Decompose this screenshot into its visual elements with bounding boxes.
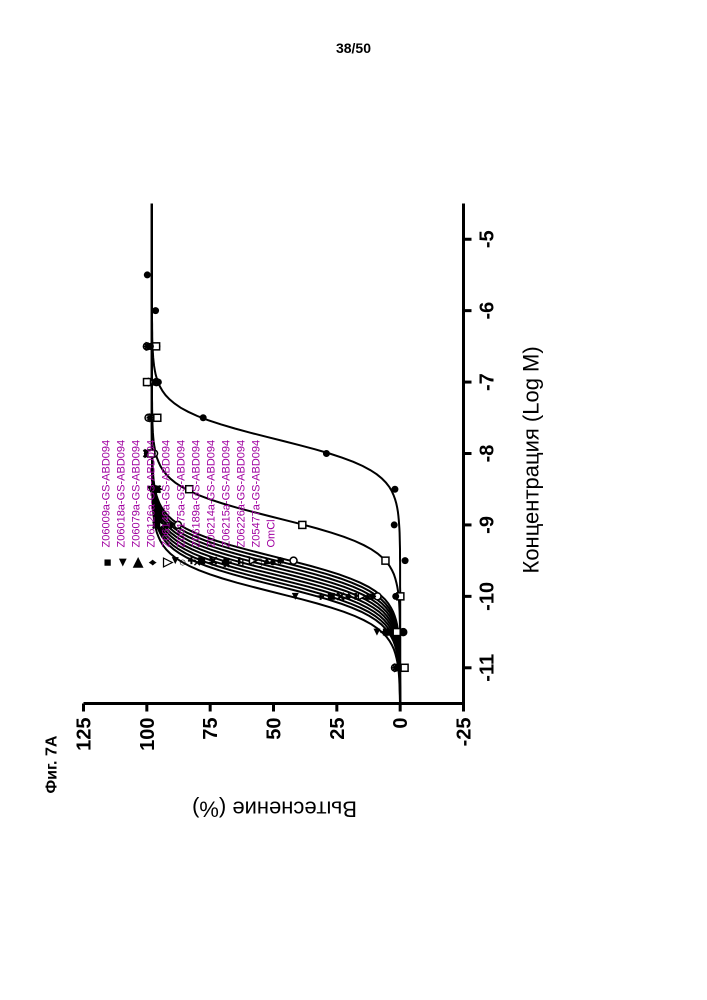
legend-label: Z06018a-GS-ABD094 — [115, 440, 130, 548]
legend-item: ✱ Z06215a-GS-ABD094 — [220, 440, 235, 572]
figure-label: Фиг. 7A — [44, 736, 62, 794]
legend-marker-icon: + — [205, 554, 220, 572]
svg-text:125: 125 — [74, 718, 96, 751]
legend-label: Z06126a-GS-ABD094 — [145, 440, 160, 548]
legend-item: ▽ Z06140a-GS-ABD094 — [160, 440, 175, 572]
legend-marker-icon: ○ — [175, 554, 190, 572]
svg-text:0: 0 — [390, 718, 412, 729]
legend-marker-icon: ✱ — [220, 554, 235, 572]
svg-text:-6: -6 — [477, 302, 499, 320]
legend-label: OmCl — [265, 519, 280, 547]
chart-container: Фиг. 7A -25 0 25 50 75 100 125 -11 -10 -9 -8 -7 -6 -5… — [44, 137, 664, 844]
svg-text:50: 50 — [264, 718, 286, 740]
svg-text:-9: -9 — [477, 516, 499, 534]
legend-item: ○ Z06175a-GS-ABD094 — [175, 440, 190, 572]
legend-item: ◄ Z06018a-GS-ABD094 — [115, 440, 130, 572]
legend-item: ♦ Z06126a-GS-ABD094 — [145, 440, 160, 572]
legend-marker-icon: × — [190, 554, 205, 572]
legend-label: Z06214a-GS-ABD094 — [205, 440, 220, 548]
svg-text:25: 25 — [327, 718, 349, 740]
legend-marker-icon: ◄ — [115, 554, 130, 572]
legend-marker-icon: ▶ — [130, 554, 145, 572]
legend-label: Z05477a-GS-ABD094 — [250, 440, 265, 548]
legend-item: ■ Z06009a-GS-ABD094 — [100, 440, 115, 572]
page-number: 38/50 — [0, 40, 707, 56]
legend-marker-icon: ● — [265, 554, 280, 572]
legend-marker-icon: – — [235, 554, 250, 572]
legend-marker-icon: ♦ — [145, 554, 160, 572]
svg-text:-25: -25 — [454, 718, 476, 747]
legend-label: Z06009a-GS-ABD094 — [100, 440, 115, 548]
svg-text:-7: -7 — [477, 373, 499, 391]
y-axis-label: Вытеснение (%) — [185, 796, 365, 822]
legend-item: □ Z05477a-GS-ABD094 — [250, 440, 265, 572]
svg-text:-5: -5 — [477, 230, 499, 248]
svg-text:100: 100 — [137, 718, 159, 751]
svg-text:-8: -8 — [477, 445, 499, 463]
legend-label: Z06189a-GS-ABD094 — [190, 440, 205, 548]
legend-label: Z06226a-GS-ABD094 — [235, 440, 250, 548]
svg-text:-10: -10 — [477, 582, 499, 611]
legend-label: Z06140a-GS-ABD094 — [160, 440, 175, 548]
legend-item: + Z06214a-GS-ABD094 — [205, 440, 220, 572]
legend-item: – Z06226a-GS-ABD094 — [235, 440, 250, 572]
legend-label: Z06175a-GS-ABD094 — [175, 440, 190, 548]
svg-text:75: 75 — [200, 718, 222, 740]
legend-marker-icon: □ — [250, 554, 265, 572]
x-axis-label: Концентрация (Log M) — [519, 346, 545, 573]
legend: ■Z06009a-GS-ABD094◄Z06018a-GS-ABD094▶Z06… — [100, 440, 280, 572]
legend-label: Z06215a-GS-ABD094 — [220, 440, 235, 548]
legend-item: ● OmCl — [265, 440, 280, 572]
legend-item: × Z06189a-GS-ABD094 — [190, 440, 205, 572]
legend-label: Z06079a-GS-ABD094 — [130, 440, 145, 548]
legend-item: ▶ Z06079a-GS-ABD094 — [130, 440, 145, 572]
legend-marker-icon: ▽ — [160, 554, 175, 572]
legend-marker-icon: ■ — [100, 554, 115, 572]
svg-text:-11: -11 — [477, 654, 499, 682]
